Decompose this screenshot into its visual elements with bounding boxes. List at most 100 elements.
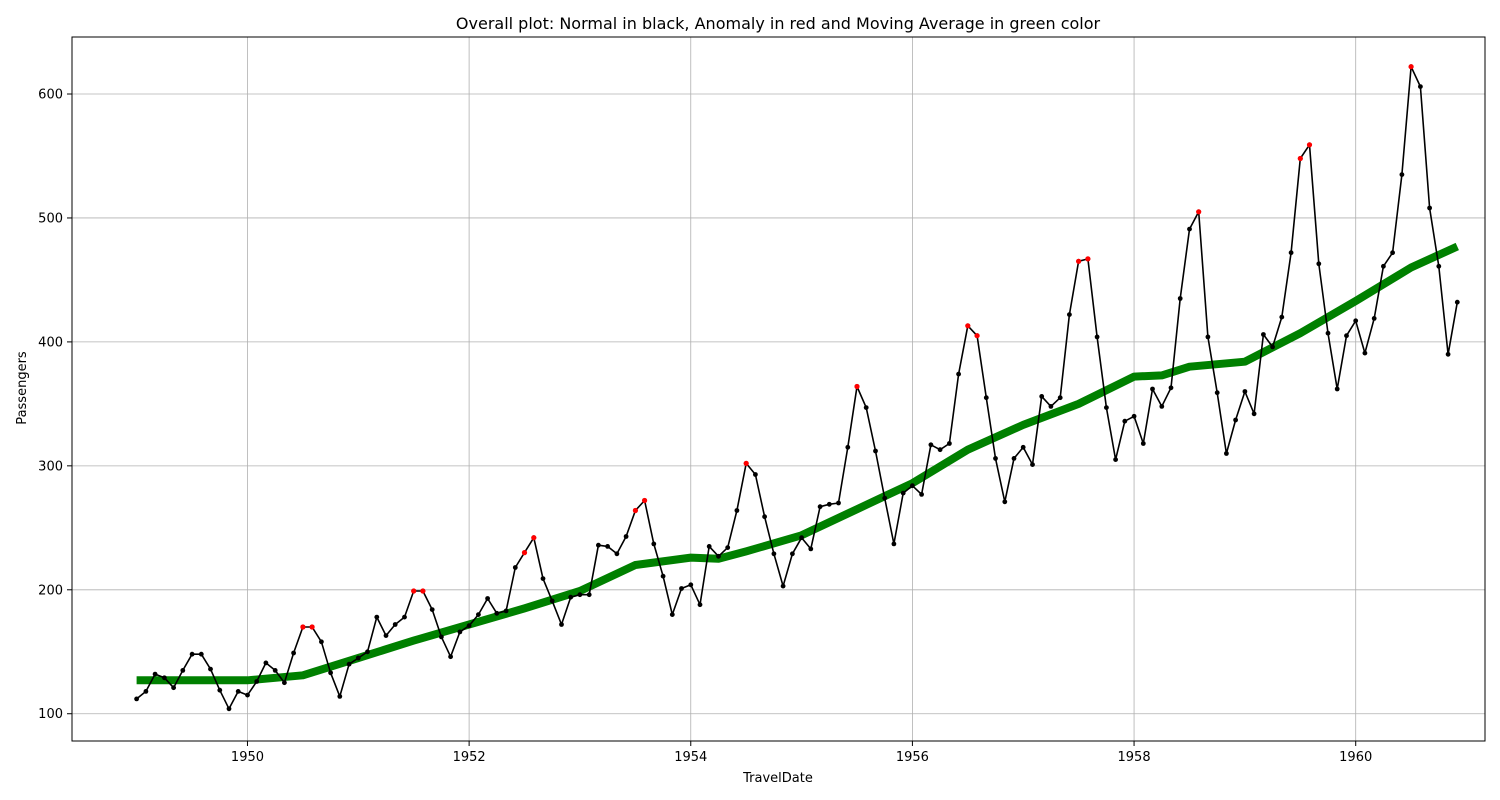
normal-point xyxy=(780,583,786,589)
normal-point xyxy=(1436,263,1442,269)
normal-point xyxy=(1251,411,1257,417)
normal-point xyxy=(272,668,278,673)
normal-point xyxy=(716,553,721,559)
normal-point xyxy=(1270,344,1275,350)
normal-point xyxy=(1104,405,1109,410)
anomaly-point xyxy=(1306,142,1313,148)
normal-point xyxy=(1168,385,1174,391)
normal-point xyxy=(1039,394,1045,399)
normal-point xyxy=(429,607,435,612)
normal-point xyxy=(152,671,158,677)
normal-point xyxy=(346,661,352,667)
normal-point xyxy=(1371,316,1377,321)
normal-point xyxy=(577,592,583,598)
normal-point xyxy=(1390,250,1395,256)
normal-point xyxy=(983,395,989,401)
normal-point xyxy=(1011,456,1017,461)
x-axis-ticks: 1950 1952 1954 1956 1958 1960 xyxy=(231,741,1372,765)
normal-point xyxy=(1159,404,1165,409)
chart-title: Overall plot: Normal in black, Anomaly i… xyxy=(456,14,1101,33)
normal-point xyxy=(466,623,472,629)
normal-point xyxy=(143,689,149,694)
x-tick-label: 1950 xyxy=(231,750,264,765)
normal-point xyxy=(448,654,453,660)
normal-point xyxy=(1214,390,1220,396)
normal-point xyxy=(226,706,232,712)
normal-point xyxy=(559,622,564,627)
normal-point xyxy=(1177,296,1183,301)
anomaly-point xyxy=(309,624,315,630)
normal-point xyxy=(669,612,675,617)
normal-point xyxy=(457,629,463,635)
normal-point xyxy=(863,405,869,410)
normal-point xyxy=(947,441,952,446)
normal-point xyxy=(1067,312,1072,317)
normal-point xyxy=(753,472,758,477)
normal-point xyxy=(1334,386,1340,392)
normal-point xyxy=(291,650,296,656)
normal-point xyxy=(1381,263,1386,269)
normal-point xyxy=(540,576,546,581)
normal-point xyxy=(697,602,703,608)
normal-point xyxy=(660,573,666,579)
y-tick-label: 600 xyxy=(38,88,63,103)
normal-point xyxy=(882,495,888,501)
normal-point xyxy=(198,651,204,657)
anomaly-point xyxy=(531,535,537,541)
normal-point xyxy=(734,508,740,513)
normal-point xyxy=(374,614,380,620)
normal-point xyxy=(1279,314,1285,320)
anomaly-series-layer xyxy=(300,64,1414,630)
normal-point xyxy=(1057,395,1063,401)
anomaly-point xyxy=(1297,155,1303,162)
x-tick-label: 1958 xyxy=(1118,750,1151,765)
normal-point xyxy=(402,614,407,620)
normal-point xyxy=(1353,318,1359,324)
normal-point xyxy=(134,696,140,702)
normal-point xyxy=(706,544,712,549)
normal-point xyxy=(845,444,851,450)
anomaly-point xyxy=(411,588,417,594)
normal-point xyxy=(605,544,610,549)
normal-point xyxy=(596,542,601,548)
normal-point xyxy=(282,680,287,686)
normal-point xyxy=(790,551,795,557)
normal-point xyxy=(873,448,878,454)
anomaly-point xyxy=(1408,64,1414,70)
normal-point xyxy=(679,586,684,591)
anomaly-point xyxy=(642,497,648,504)
y-tick-label: 100 xyxy=(38,707,63,722)
normal-point xyxy=(1140,441,1146,446)
normal-point xyxy=(568,594,574,600)
normal-point xyxy=(439,634,444,640)
normal-point xyxy=(1344,333,1349,339)
normal-point xyxy=(891,541,897,547)
normal-point xyxy=(688,582,694,588)
normal-point xyxy=(171,685,177,691)
normal-point xyxy=(319,639,324,645)
normal-point xyxy=(1427,205,1432,211)
anomaly-point xyxy=(632,507,639,514)
normal-series-line xyxy=(136,65,1459,710)
normal-point xyxy=(836,500,841,506)
normal-point xyxy=(189,651,195,657)
y-tick-label: 200 xyxy=(38,583,63,598)
normal-point xyxy=(1418,84,1423,89)
normal-point xyxy=(1233,417,1238,423)
normal-point xyxy=(1122,418,1128,424)
normal-point xyxy=(383,633,389,638)
normal-point xyxy=(1187,226,1192,232)
grid xyxy=(72,37,1485,741)
normal-point xyxy=(1131,413,1137,419)
normal-point xyxy=(365,649,370,655)
normal-point xyxy=(217,687,223,693)
normal-point xyxy=(993,456,998,461)
normal-point xyxy=(263,660,269,666)
normal-point xyxy=(549,598,555,604)
anomaly-point xyxy=(1085,256,1091,262)
normal-point xyxy=(826,501,832,507)
x-axis-label: TravelDate xyxy=(742,771,813,786)
normal-point xyxy=(208,666,213,672)
normal-point xyxy=(762,514,767,520)
